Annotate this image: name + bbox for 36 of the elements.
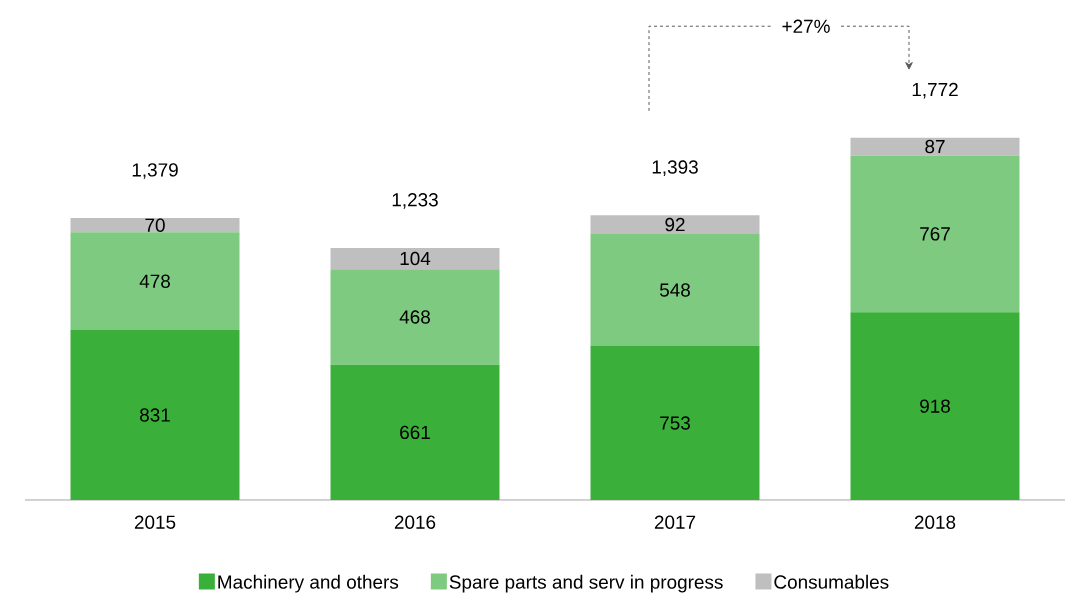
total-label: 1,772	[912, 82, 958, 99]
data-label: 87	[925, 139, 945, 154]
data-label: 548	[659, 283, 690, 297]
data-label: 70	[145, 218, 165, 232]
total-label: 1,393	[652, 160, 698, 176]
data-label: 661	[400, 425, 430, 440]
bar	[330, 364, 500, 500]
legend-label: Consumables	[774, 574, 889, 589]
bar	[330, 269, 500, 365]
x-tick-label: 2017	[654, 515, 696, 529]
text: +27%	[782, 19, 830, 33]
data-label: 831	[140, 408, 170, 422]
bar	[70, 330, 240, 500]
bar	[70, 232, 240, 331]
legend-label: Machinery and others	[218, 574, 399, 593]
data-label: 104	[400, 251, 431, 266]
legend-label: Spare parts and serv in progress	[449, 574, 723, 593]
data-label: 92	[665, 217, 685, 232]
bar	[590, 346, 760, 500]
bar	[590, 215, 760, 234]
bar	[850, 312, 1020, 500]
total-label: 1,233	[392, 193, 438, 209]
bar	[850, 155, 1020, 313]
data-label: 478	[139, 274, 170, 288]
x-tick-label: 2015	[134, 515, 176, 529]
total-label: 1,379	[132, 163, 178, 179]
bar	[590, 233, 760, 347]
data-label: 753	[660, 416, 690, 430]
x-tick-label: 2016	[394, 515, 436, 529]
data-label: 767	[920, 227, 950, 241]
x-tick-label: 2018	[914, 515, 956, 529]
bar	[330, 247, 500, 270]
data-label: 918	[920, 399, 950, 413]
bar	[850, 137, 1020, 156]
data-label: 468	[399, 310, 430, 324]
bar	[70, 218, 240, 233]
